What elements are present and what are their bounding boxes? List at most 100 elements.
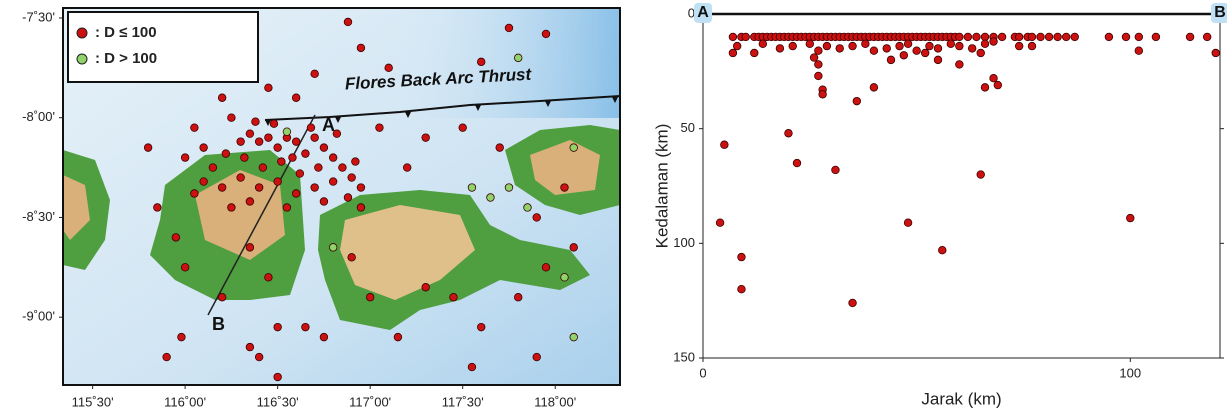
y-tick-label: 150 <box>673 349 695 364</box>
data-point <box>1028 42 1036 50</box>
data-point <box>1135 33 1143 41</box>
data-point <box>218 184 226 192</box>
data-point <box>329 244 337 252</box>
data-point <box>505 184 513 192</box>
data-point <box>144 144 152 152</box>
data-point <box>246 244 254 252</box>
x-tick-label: 118˚00' <box>534 394 576 409</box>
data-point <box>320 333 328 341</box>
x-tick-label: 0 <box>699 365 706 380</box>
data-point <box>289 154 297 162</box>
data-point <box>750 49 758 57</box>
data-point <box>570 333 578 341</box>
data-point <box>274 178 282 186</box>
data-point <box>793 159 801 167</box>
data-point <box>921 49 929 57</box>
data-point <box>209 164 217 172</box>
data-point <box>514 54 522 62</box>
data-point <box>738 253 746 261</box>
data-point <box>307 124 315 132</box>
data-point <box>733 42 741 50</box>
annotation: A <box>697 4 709 21</box>
data-point <box>1028 33 1036 41</box>
data-point <box>329 154 337 162</box>
data-point <box>994 81 1002 89</box>
data-point <box>181 154 189 162</box>
data-point <box>542 30 550 38</box>
data-point <box>956 61 964 69</box>
data-point <box>533 214 541 222</box>
data-point <box>274 373 282 381</box>
data-point <box>1135 47 1143 55</box>
data-point <box>819 90 827 98</box>
data-point <box>1045 33 1053 41</box>
data-point <box>302 150 310 158</box>
data-point <box>815 61 823 69</box>
data-point <box>339 164 347 172</box>
data-point <box>904 219 912 227</box>
data-point <box>329 178 337 186</box>
data-point <box>524 204 532 212</box>
data-point <box>981 40 989 48</box>
data-point <box>1212 49 1220 57</box>
data-point <box>849 299 857 307</box>
data-point <box>729 33 737 41</box>
data-point <box>998 33 1006 41</box>
data-point <box>450 293 458 301</box>
legend-label: : D ≤ 100 <box>95 24 157 41</box>
data-point <box>348 254 356 262</box>
data-point <box>1054 33 1062 41</box>
x-axis-label: Jarak (km) <box>921 389 1001 408</box>
data-point <box>376 124 384 132</box>
data-point <box>956 42 964 50</box>
legend-marker <box>77 28 87 38</box>
data-point <box>477 323 485 331</box>
data-point <box>1105 33 1113 41</box>
data-point <box>947 40 955 48</box>
data-point <box>181 264 189 272</box>
data-point <box>806 40 814 48</box>
data-point <box>887 56 895 64</box>
data-point <box>870 84 878 92</box>
data-point <box>968 45 976 53</box>
data-point <box>357 44 365 52</box>
data-point <box>981 33 989 41</box>
data-point <box>259 164 267 172</box>
data-point <box>981 84 989 92</box>
data-point <box>270 120 278 128</box>
data-point <box>1152 33 1160 41</box>
data-point <box>810 54 818 62</box>
data-point <box>1015 42 1023 50</box>
data-point <box>255 184 263 192</box>
y-tick-label: -7˚30' <box>22 9 55 24</box>
data-point <box>815 47 823 55</box>
data-point <box>218 94 226 102</box>
data-point <box>403 164 411 172</box>
data-point <box>561 184 569 192</box>
data-point <box>934 56 942 64</box>
annotation: B <box>1214 4 1226 21</box>
data-point <box>729 49 737 57</box>
data-point <box>246 130 254 138</box>
data-point <box>977 49 985 57</box>
data-point <box>862 40 870 48</box>
data-point <box>320 144 328 152</box>
data-point <box>759 40 767 48</box>
data-point <box>154 204 162 212</box>
data-point <box>228 114 236 122</box>
data-point <box>178 333 186 341</box>
data-point <box>956 33 964 41</box>
x-tick-label: 117˚00' <box>349 394 391 409</box>
y-tick-label: -8˚00' <box>22 109 55 124</box>
legend-label: : D > 100 <box>95 50 157 67</box>
data-point <box>315 164 323 172</box>
data-point <box>265 134 273 142</box>
data-point <box>904 40 912 48</box>
data-point <box>422 283 430 291</box>
y-axis-label: Kedalaman (km) <box>652 124 671 249</box>
data-point <box>926 42 934 50</box>
data-point <box>311 134 319 142</box>
data-point <box>366 293 374 301</box>
data-point <box>255 353 263 361</box>
data-point <box>570 244 578 252</box>
